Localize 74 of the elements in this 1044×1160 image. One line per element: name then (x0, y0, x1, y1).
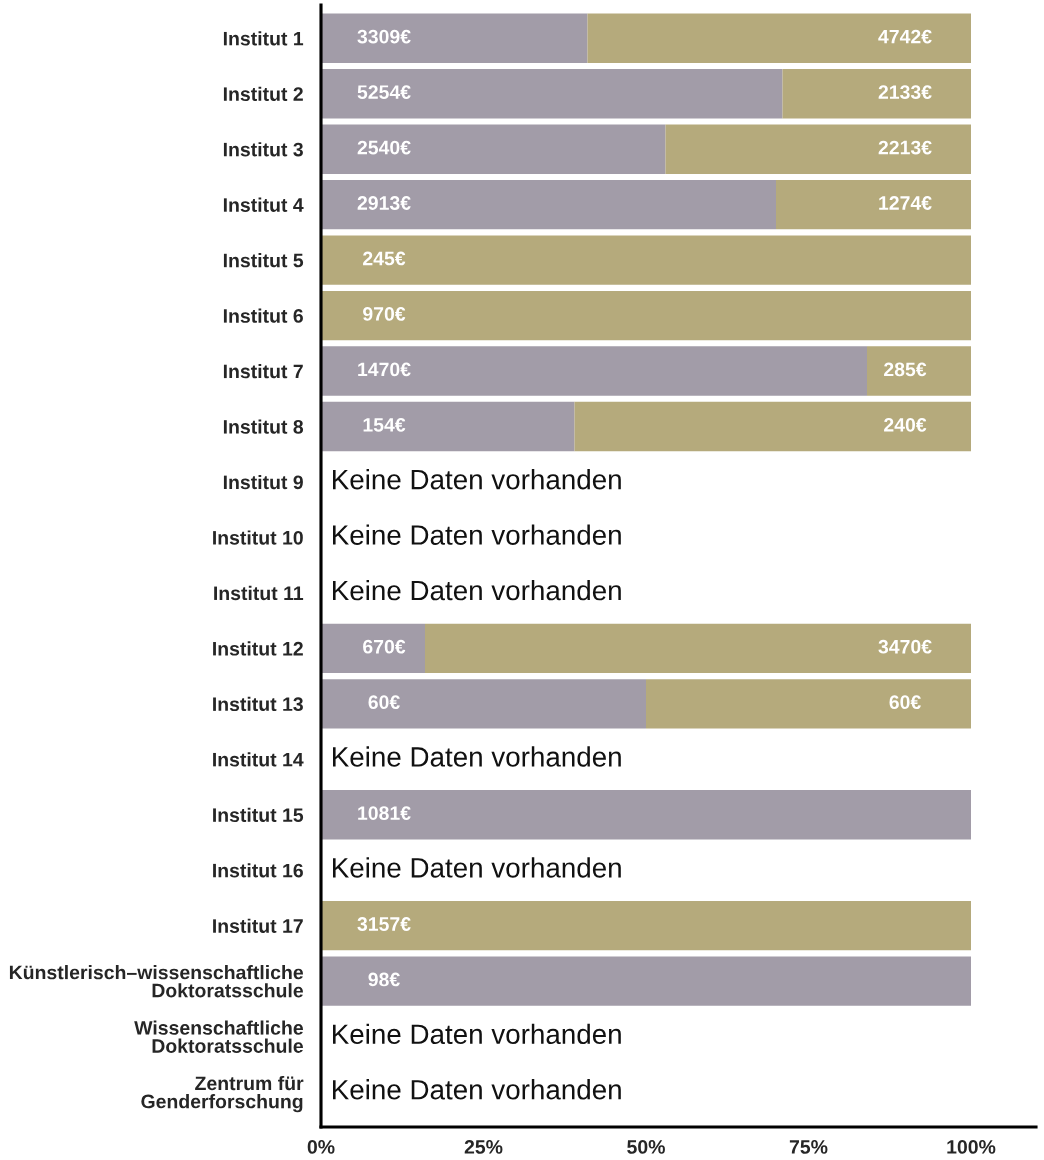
annotation: Keine Daten vorhanden (333, 1079, 621, 1100)
annotation: 154€ (363, 417, 406, 432)
y-tick-label: Institut 11 (214, 585, 304, 601)
bar (321, 13, 588, 63)
annotation: 285€ (884, 362, 927, 377)
y-tick-label: Institut 14 (213, 752, 304, 767)
annotation: 60€ (368, 695, 400, 710)
x-tick-label: 50% (627, 1140, 665, 1154)
annotation: 3470€ (878, 639, 932, 654)
annotation: 1274€ (879, 196, 932, 210)
annotation: 3157€ (357, 917, 411, 931)
bar (867, 346, 971, 396)
y-tick-label: Institut 7 (223, 364, 303, 379)
bar (321, 346, 867, 396)
annotation: 1081€ (358, 806, 411, 820)
bar (321, 124, 666, 174)
bar (587, 13, 971, 63)
bar (321, 401, 575, 452)
y-tick-label: Institut 5 (223, 253, 304, 268)
bar (321, 790, 971, 840)
annotation: 670€ (363, 639, 406, 654)
y-tick-label: Institut 17 (213, 918, 303, 933)
annotation: 60€ (889, 695, 921, 710)
annotation: 3309€ (357, 29, 411, 44)
y-tick-label: Institut 15 (213, 807, 304, 822)
bar (321, 956, 971, 1006)
annotation: Keine Daten vorhanden (333, 857, 621, 878)
y-tick-label: Institut 6 (223, 308, 303, 323)
bar (321, 623, 425, 674)
bar (321, 679, 646, 729)
bar (665, 124, 971, 174)
annotation: 2913€ (357, 196, 411, 210)
annotation: 970€ (363, 307, 406, 321)
y-tick-label: Institut 10 (213, 530, 303, 545)
bar (782, 69, 971, 119)
y-tick-label: Institut 13 (213, 696, 303, 712)
x-tick-label: 100% (947, 1140, 996, 1154)
y-tick-label: Institut 1 (223, 31, 304, 46)
bar (321, 69, 783, 119)
bar (321, 235, 971, 285)
annotation: Keine Daten vorhanden (333, 524, 621, 545)
y-tick-label: Institut 4 (223, 197, 304, 212)
annotation: Keine Daten vorhanden (333, 579, 621, 601)
y-tick-label: Zentrum für Genderforschung (141, 1075, 304, 1113)
bar (574, 401, 971, 452)
x-tick-label: 0% (307, 1140, 335, 1154)
annotation: 245€ (363, 251, 406, 266)
annotation: 240€ (884, 417, 927, 432)
annotation: Keine Daten vorhanden (333, 469, 621, 490)
y-tick-label: Wissenschaftliche Doktoratsschule (134, 1020, 303, 1053)
y-tick-label: Institut 3 (223, 142, 303, 157)
annotation: 5254€ (357, 85, 411, 99)
annotation: Keine Daten vorhanden (333, 746, 621, 767)
y-tick-label: Künstlerisch–wissenschaftliche Doktoratsschule (9, 965, 303, 998)
bar (776, 179, 971, 230)
bar (321, 179, 776, 230)
annotation: Keine Daten vorhanden (333, 1023, 621, 1045)
x-tick-label: 25% (464, 1140, 503, 1154)
bar (321, 290, 971, 341)
annotation: 98€ (368, 972, 400, 987)
y-tick-label: Institut 8 (223, 419, 304, 434)
annotation: 2540€ (357, 140, 411, 155)
bar (646, 679, 971, 729)
bar (425, 623, 971, 674)
annotation: 2133€ (878, 85, 932, 99)
annotation: 4742€ (878, 29, 932, 44)
annotation: 2213€ (878, 140, 932, 155)
y-tick-label: Institut 16 (213, 863, 303, 878)
x-tick-label: 75% (789, 1140, 828, 1154)
bar (321, 900, 971, 951)
y-tick-label: Institut 2 (223, 86, 303, 101)
y-tick-label: Institut 12 (213, 641, 303, 656)
annotation: 1470€ (358, 362, 411, 377)
y-tick-label: Institut 9 (223, 474, 303, 490)
